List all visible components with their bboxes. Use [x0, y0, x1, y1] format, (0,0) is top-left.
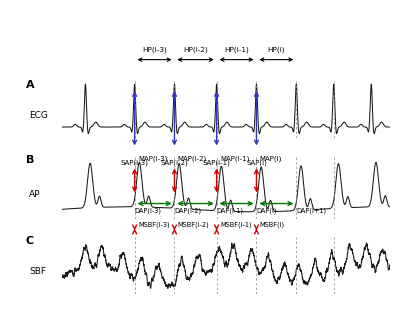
Text: SAP(i-2): SAP(i-2) [160, 160, 188, 166]
Text: SAP(i-3): SAP(i-3) [121, 160, 148, 166]
Text: DAP(i-3): DAP(i-3) [135, 207, 162, 214]
Text: DAP(i+1): DAP(i+1) [296, 207, 326, 214]
Text: MAP(i-2): MAP(i-2) [178, 156, 207, 162]
Text: SBF: SBF [29, 267, 46, 276]
Text: AP: AP [29, 189, 41, 199]
Text: DAP(i-1): DAP(i-1) [217, 207, 244, 214]
Text: HP(i-3): HP(i-3) [142, 46, 167, 53]
Text: HP(i-2): HP(i-2) [183, 46, 208, 53]
Text: SAP(i-1): SAP(i-1) [203, 160, 230, 166]
Text: C: C [26, 236, 34, 246]
Text: SAP(i): SAP(i) [246, 160, 267, 166]
Text: B: B [26, 155, 34, 165]
Text: MSBF(i-3): MSBF(i-3) [138, 221, 170, 228]
Text: ECG: ECG [29, 111, 48, 120]
Text: DAP(i-2): DAP(i-2) [174, 207, 202, 214]
Text: MAP(i-3): MAP(i-3) [138, 156, 167, 162]
Text: MSBF(i): MSBF(i) [260, 221, 285, 228]
Text: MAP(i): MAP(i) [260, 156, 282, 162]
Text: MSBF(i-2): MSBF(i-2) [178, 221, 210, 228]
Text: MSBF(i-1): MSBF(i-1) [220, 221, 252, 228]
Text: HP(i-1): HP(i-1) [224, 46, 249, 53]
Text: A: A [26, 80, 34, 90]
Text: HP(i): HP(i) [268, 46, 285, 53]
Text: MAP(i-1): MAP(i-1) [220, 156, 249, 162]
Text: DAP(i): DAP(i) [256, 207, 277, 214]
